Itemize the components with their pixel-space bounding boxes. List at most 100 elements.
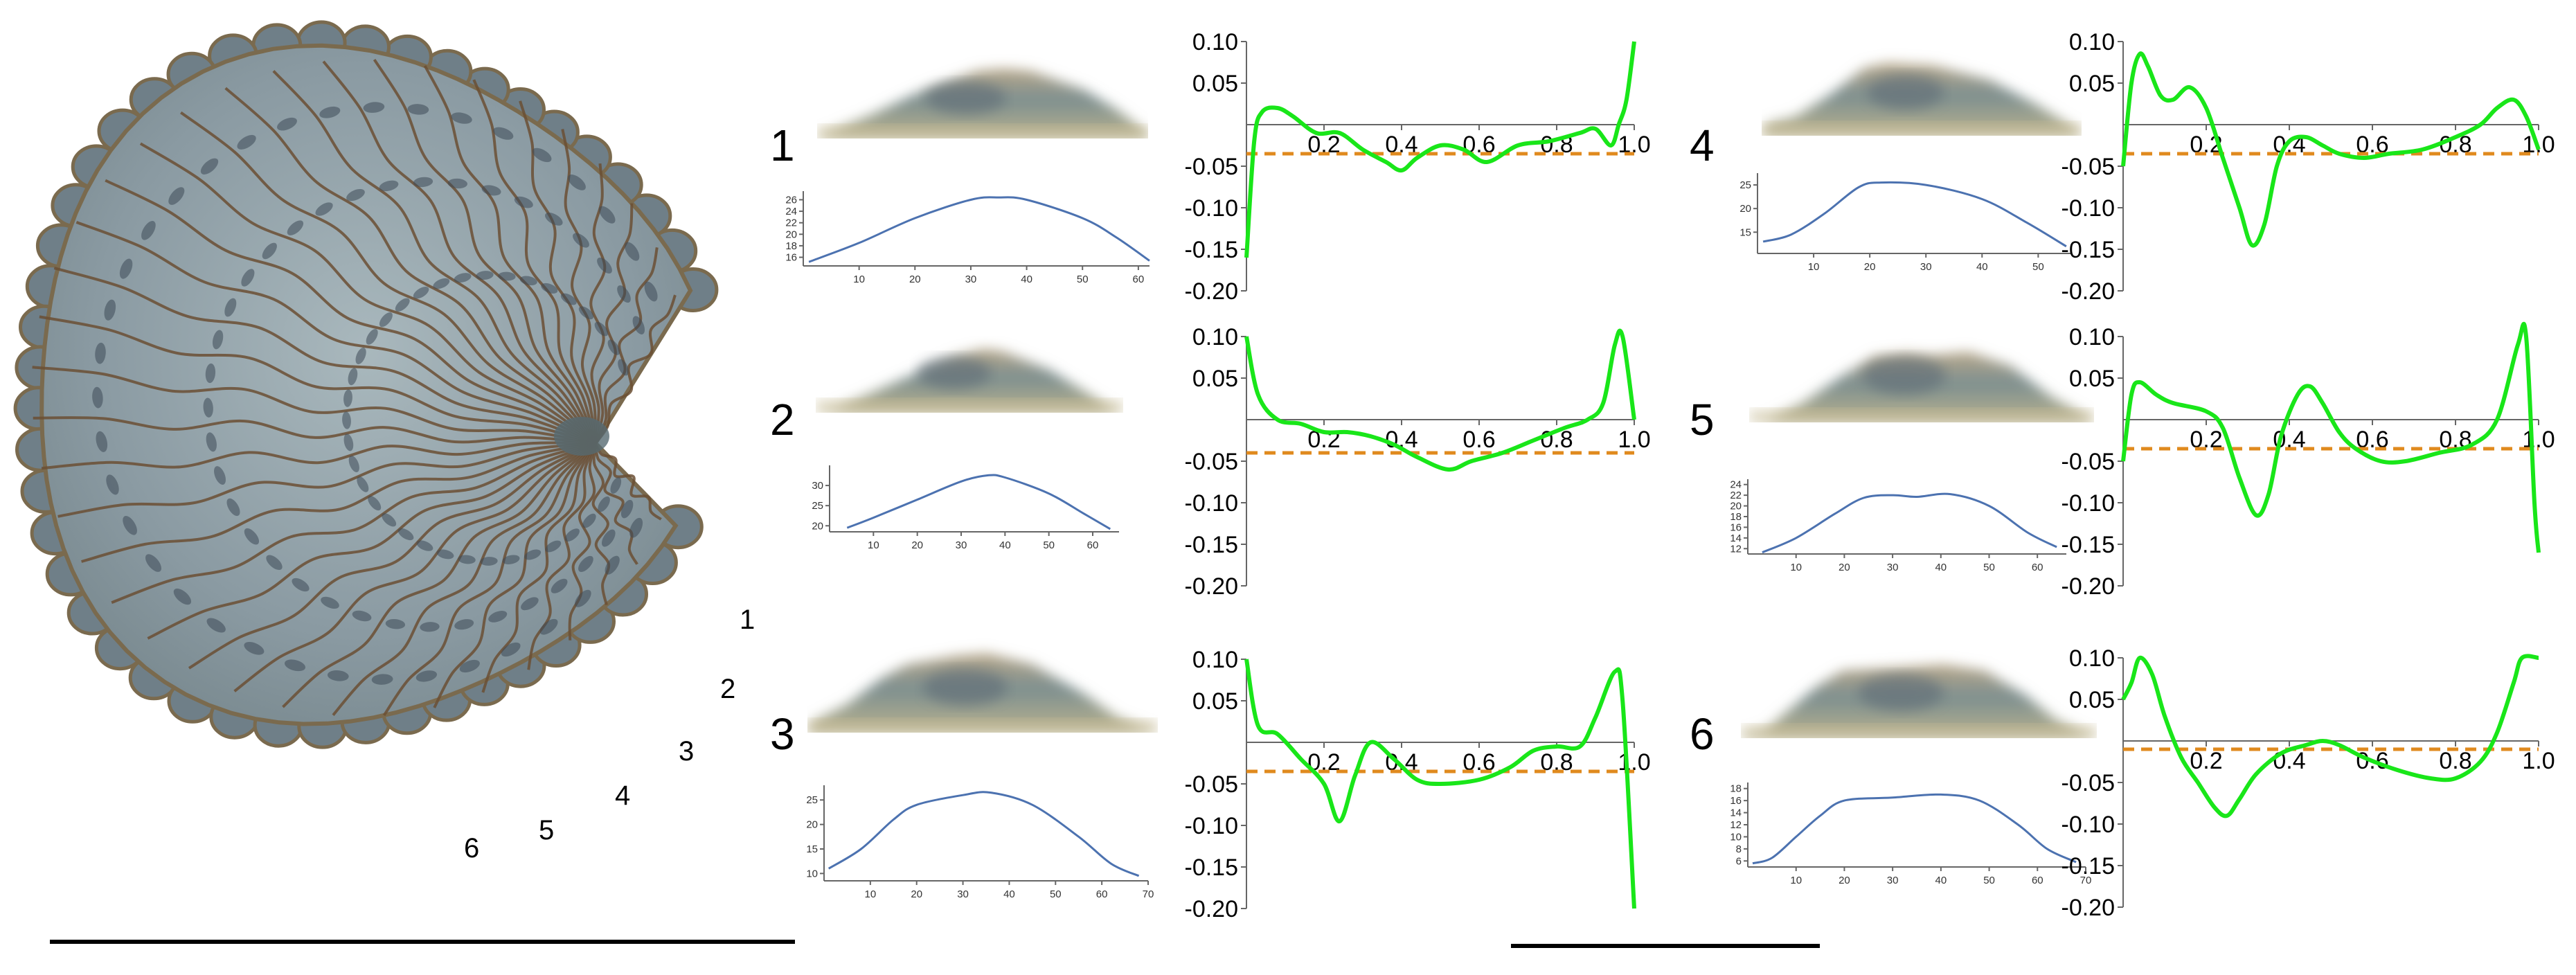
seed-ridge-line [527, 442, 597, 670]
panel-4: 4 10 20 30 40 50 15 20 25 0.10 0.05 -0.05 -0.10 -0.15… [1690, 29, 2555, 305]
profile-photo [807, 632, 1158, 733]
y-tick-label: 15 [806, 843, 818, 855]
seed-ridge-line [423, 65, 597, 444]
seed-spot [203, 397, 213, 418]
x-tick-label: 10 [1790, 562, 1802, 573]
panel-number: 6 [1690, 709, 1715, 759]
y-tick-label: 6 [1736, 855, 1742, 867]
seed-spot [454, 273, 472, 283]
seed-spot [382, 513, 397, 527]
y-tick-label: 0.10 [2069, 645, 2115, 672]
y-tick-label: 20 [812, 520, 823, 532]
y-tick-label: 0.05 [2069, 71, 2115, 97]
y-tick-label: 0.05 [2069, 687, 2115, 713]
seed-spot [212, 330, 224, 350]
x-tick-label: 20 [1839, 875, 1850, 886]
curvature-line [2121, 51, 2541, 248]
y-tick-label: -0.20 [2061, 895, 2116, 921]
seed-spot [493, 127, 514, 140]
seed-spot [352, 610, 372, 622]
y-tick-label: -0.05 [1185, 449, 1239, 475]
seed-ridge-line [472, 79, 597, 444]
seed-spot [480, 557, 498, 566]
seed-spot [605, 555, 620, 575]
x-tick-label: 50 [1983, 875, 1995, 886]
seed-spot [327, 670, 349, 681]
seed-spot [407, 104, 429, 115]
seed-ridge-line [75, 221, 596, 445]
curvature-chart: 0.100.05-0.05-0.10-0.15-0.200.2 0.4 0.6 0.8… [2061, 645, 2555, 921]
seed-spot [610, 477, 622, 494]
x-tick-label: 50 [1043, 539, 1055, 551]
y-tick-label: 25 [812, 500, 823, 512]
seed-spot [582, 513, 596, 528]
y-tick-label: 14 [1730, 533, 1742, 544]
height-profile-line [1752, 793, 2077, 865]
seed-spot [348, 455, 359, 473]
seed-spot [545, 213, 563, 226]
seed-spot [206, 432, 217, 452]
seed-spot [607, 339, 620, 355]
y-tick-label: -0.20 [1185, 896, 1239, 922]
y-tick-label: -0.10 [1185, 813, 1239, 839]
x-tick-label: 10 [853, 274, 865, 285]
y-tick-label: -0.05 [2061, 154, 2116, 180]
seed-spot [244, 641, 265, 655]
seed-spot [575, 589, 591, 607]
x-tick-label: 0.6 [1463, 427, 1495, 453]
y-tick-label: 14 [1730, 807, 1742, 819]
seed-spot [573, 233, 589, 248]
seed-ridge-line [39, 315, 596, 445]
seed-ridge-line [111, 442, 596, 605]
height-profile-line [808, 196, 1150, 263]
y-tick-label: -0.10 [1185, 490, 1239, 517]
seed-ridge-line [591, 442, 611, 605]
x-tick-label: 40 [1021, 274, 1032, 285]
seed-spot [501, 642, 521, 657]
seed-reticulation [32, 59, 677, 717]
seed-spot [539, 618, 558, 635]
y-tick-label: -0.15 [1185, 855, 1239, 881]
seed-ridge-line [233, 442, 597, 692]
curvature-chart: 0.100.05-0.05-0.10-0.15-0.200.2 0.4 0.6 0.8… [1185, 647, 1651, 922]
seed-ridge-line [57, 442, 596, 518]
y-tick-label: -0.20 [2061, 278, 2116, 305]
x-tick-label: 1.0 [1618, 427, 1650, 453]
panel-5: 510 20 30 40 50 60121416182022240.100.05-0.05… [1690, 319, 2555, 600]
seed-ridge-line [81, 442, 596, 563]
seed-spot [346, 188, 365, 202]
curvature-line [2121, 654, 2539, 819]
seed-spot [433, 278, 450, 289]
seed-ridge-line [139, 142, 597, 445]
seed-ridge-line [594, 442, 638, 565]
y-tick-label: -0.05 [1185, 154, 1239, 180]
seed-ridge-line [188, 442, 596, 670]
seed-spot [541, 283, 558, 294]
seed-spot [476, 271, 494, 280]
seed-spot [173, 588, 192, 605]
seed-spot [106, 474, 119, 495]
seed-label-4: 4 [615, 780, 630, 811]
x-tick-label: 10 [868, 539, 879, 551]
y-tick-label: -0.15 [1185, 532, 1239, 558]
y-tick-label: -0.10 [2061, 195, 2116, 222]
seed-spot [348, 368, 358, 386]
seed-spot [123, 516, 137, 535]
y-tick-label: 25 [1739, 179, 1751, 191]
x-tick-label: 40 [1976, 261, 1988, 273]
seed-spot [355, 347, 366, 365]
y-tick-label: 26 [785, 194, 797, 206]
y-tick-label: 20 [785, 229, 797, 240]
seed-spot [514, 196, 533, 208]
height-profile-line [846, 474, 1111, 530]
seed-ridge-line [433, 442, 597, 708]
seed-spot [284, 659, 306, 672]
y-tick-label: -0.20 [1185, 278, 1239, 305]
curvature-chart: 0.100.05-0.05-0.10-0.15-0.200.2 0.4 0.6 0.8… [2061, 29, 2555, 305]
seed-spot [366, 329, 378, 345]
seed-spot [521, 597, 539, 611]
seed-spot [602, 529, 616, 547]
y-tick-label: 0.10 [2069, 29, 2115, 55]
panel-6: 610 20 30 40 50 60 706810121416180.100.05-0.05… [1690, 637, 2555, 921]
seed-spot [620, 499, 634, 519]
